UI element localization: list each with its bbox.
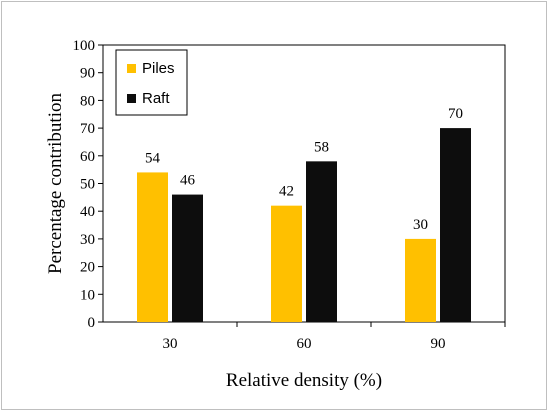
legend-label-piles: Piles xyxy=(142,60,175,77)
legend-swatch-piles xyxy=(127,64,136,73)
bar-raft-30 xyxy=(172,194,203,322)
y-axis-title: Percentage contribution xyxy=(45,93,66,274)
legend-label-raft: Raft xyxy=(142,90,170,107)
x-axis-ticks: 30 60 90 xyxy=(163,322,506,352)
y-tick-label: 20 xyxy=(80,260,95,276)
bar-raft-90 xyxy=(440,128,471,322)
y-tick-label: 50 xyxy=(80,177,95,193)
data-label: 70 xyxy=(448,106,463,122)
legend-swatch-raft xyxy=(127,94,136,103)
y-tick-label: 60 xyxy=(80,149,95,165)
legend: Piles Raft xyxy=(115,49,188,116)
bar-piles-90 xyxy=(405,238,436,322)
y-tick-label: 0 xyxy=(88,315,96,331)
y-axis-ticks: 0 10 20 30 40 50 60 70 80 90 100 xyxy=(73,38,103,331)
data-label: 46 xyxy=(180,173,196,189)
legend-box xyxy=(115,49,188,116)
bar-piles-60 xyxy=(271,205,302,322)
x-tick-label: 90 xyxy=(431,336,446,352)
bar-raft-60 xyxy=(306,161,337,322)
data-labels: 54 46 42 58 30 70 xyxy=(145,106,463,233)
x-axis-title: Relative density (%) xyxy=(226,370,382,391)
y-tick-label: 80 xyxy=(80,93,95,109)
y-tick-label: 70 xyxy=(80,121,95,137)
y-tick-label: 10 xyxy=(80,287,95,303)
y-tick-label: 30 xyxy=(80,232,95,248)
data-label: 58 xyxy=(314,139,329,155)
y-tick-label: 40 xyxy=(80,204,95,220)
data-label: 30 xyxy=(413,217,428,233)
x-tick-label: 60 xyxy=(297,336,312,352)
bar-piles-30 xyxy=(137,172,168,322)
y-tick-label: 100 xyxy=(73,38,96,54)
y-tick-label: 90 xyxy=(80,66,95,82)
data-label: 54 xyxy=(145,150,161,166)
data-label: 42 xyxy=(279,184,294,200)
bars xyxy=(137,128,471,322)
x-tick-label: 30 xyxy=(163,336,178,352)
